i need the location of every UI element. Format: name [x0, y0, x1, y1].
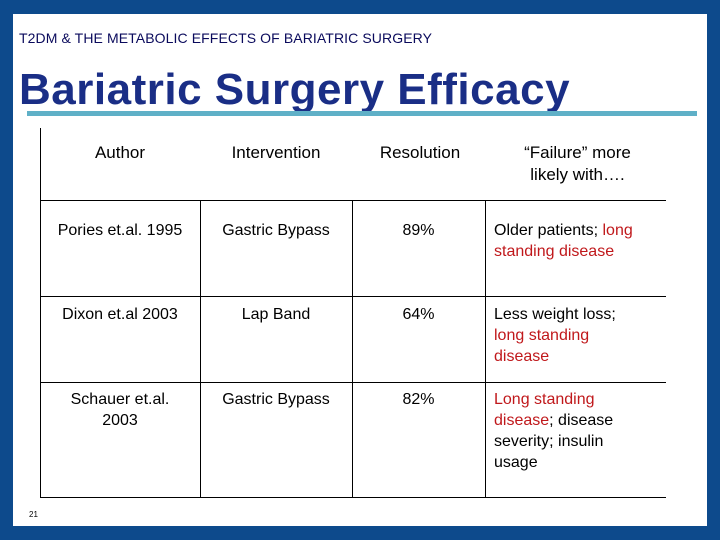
- col-divider-2: [352, 200, 353, 497]
- row3-failure-part4: severity; insulin: [494, 433, 604, 450]
- row1-intervention: Gastric Bypass: [222, 222, 330, 239]
- header-author: Author: [94, 143, 146, 162]
- slide-subtitle: T2DM & THE METABOLIC EFFECTS OF BARIATRI…: [19, 30, 433, 46]
- row2-failure-part2: long standing: [494, 327, 590, 344]
- row2-failure: Less weight loss; long standing disease: [494, 304, 664, 367]
- header-failure: “Failure” more likely with….: [490, 142, 665, 186]
- row1-resolution: 89%: [402, 222, 435, 239]
- row1-author: Pories et.al. 1995: [57, 222, 183, 239]
- row-divider-2: [40, 296, 666, 297]
- row3-failure-part1: Long standing: [494, 391, 595, 408]
- col-divider-3: [485, 200, 486, 497]
- row2-intervention: Lap Band: [241, 306, 311, 323]
- row2-failure-part3: disease: [494, 348, 550, 365]
- title-underline: [27, 111, 697, 116]
- page-number: 21: [29, 510, 38, 519]
- table-bottom-border: [40, 497, 666, 498]
- table-left-border: [40, 128, 41, 498]
- row3-failure: Long standing disease; disease severity;…: [494, 389, 664, 473]
- header-intervention: Intervention: [231, 143, 321, 162]
- row1-failure-part1: Older patients;: [494, 222, 603, 239]
- row1-failure-part3: standing disease: [494, 243, 615, 260]
- row3-author-line2: 2003: [102, 412, 138, 429]
- row-divider-1: [40, 200, 666, 201]
- row2-failure-part1: Less weight loss;: [494, 306, 616, 323]
- row1-failure-part2: long: [602, 222, 633, 239]
- row-divider-3: [40, 382, 666, 383]
- row3-resolution: 82%: [402, 391, 435, 408]
- row3-intervention: Gastric Bypass: [222, 391, 330, 408]
- row3-failure-part2: disease: [494, 412, 550, 429]
- slide-title: Bariatric Surgery Efficacy: [19, 65, 571, 114]
- row3-failure-part3: ; disease: [549, 412, 614, 429]
- col-divider-1: [200, 200, 201, 497]
- row1-failure: Older patients; long standing disease: [494, 220, 664, 262]
- header-failure-line1: “Failure” more: [524, 143, 631, 162]
- row2-author: Dixon et.al 2003: [62, 306, 178, 323]
- header-failure-line2: likely with….: [530, 165, 625, 184]
- row3-author-line1: Schauer et.al.: [70, 391, 170, 408]
- row3-failure-part5: usage: [494, 454, 538, 471]
- slide-canvas: [13, 14, 707, 526]
- row3-author: Schauer et.al. 2003: [42, 389, 198, 431]
- row2-resolution: 64%: [402, 306, 435, 323]
- header-resolution: Resolution: [379, 143, 461, 162]
